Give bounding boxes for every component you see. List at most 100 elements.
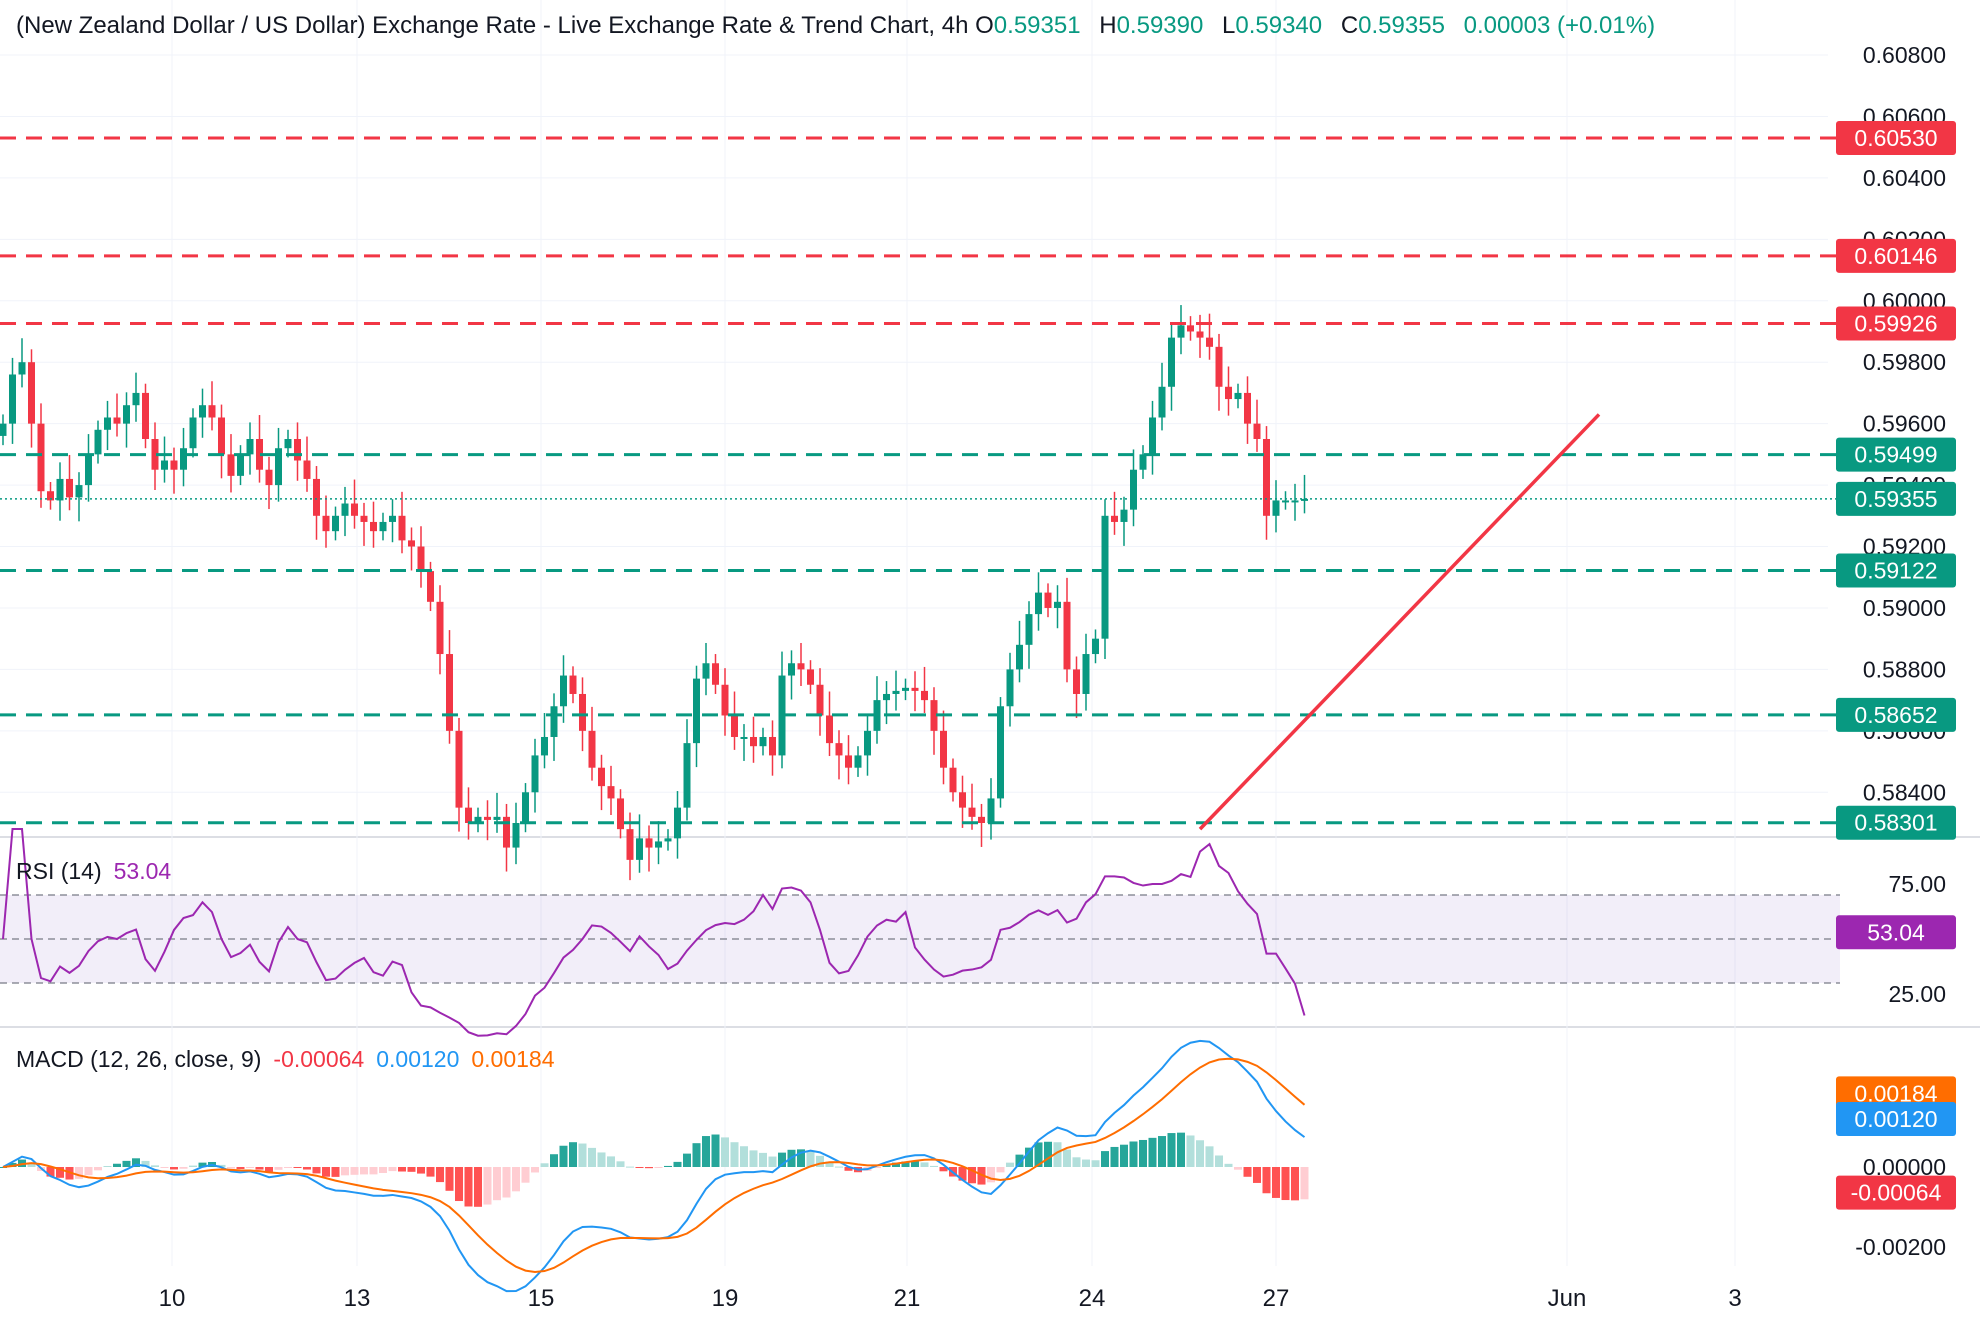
candle-body (1139, 454, 1147, 470)
candle-body (588, 730, 596, 768)
candle-body (959, 792, 966, 808)
macd-histogram-bar (27, 1162, 36, 1167)
level-price-label: 0.58301 (1854, 810, 1937, 836)
macd-histogram-bar (759, 1152, 767, 1167)
candle-body (132, 392, 140, 406)
level-price-tag (1836, 805, 1956, 840)
candle-body (465, 807, 472, 823)
macd-histogram-bar (255, 1167, 264, 1170)
candle-body (636, 838, 643, 860)
time-tick-label: 27 (1263, 1285, 1290, 1312)
candle-body (94, 429, 102, 455)
macd-histogram-bar (75, 1167, 83, 1179)
price-tick-label: 0.59000 (1863, 595, 1946, 621)
low-label: L (1222, 12, 1236, 39)
macd-histogram-bar (673, 1161, 682, 1167)
candle-body (864, 730, 871, 756)
macd-histogram-bar (113, 1163, 121, 1167)
price-tick-label: 0.60400 (1863, 165, 1946, 191)
candle-body (759, 736, 767, 747)
macd-histogram-bar (1186, 1135, 1195, 1167)
candle-body (1206, 337, 1213, 347)
candle-body (911, 687, 919, 691)
macd-histogram-bar (664, 1165, 672, 1167)
macd-histogram-bar (445, 1167, 454, 1191)
macd-histogram-bar (1177, 1132, 1185, 1167)
macd-histogram-bar (217, 1164, 226, 1167)
macd-histogram-bar (797, 1149, 805, 1167)
candle-body (256, 439, 263, 470)
candle-body (246, 439, 254, 455)
candle-body (531, 755, 539, 793)
macd-histogram-bar (1082, 1159, 1090, 1167)
macd-histogram-bar (56, 1167, 64, 1178)
macd-histogram-bar (8, 1162, 17, 1167)
macd-histogram-bar (198, 1162, 207, 1167)
candle-body (341, 503, 349, 516)
candle-body (436, 601, 444, 655)
price-tick-label: 0.60800 (1863, 42, 1946, 68)
macd-histogram-bar (227, 1167, 235, 1169)
macd-histogram-bar (702, 1136, 710, 1167)
macd-histogram-bar (1139, 1139, 1147, 1167)
low-value: 0.59340 (1235, 12, 1323, 39)
candle-body (921, 690, 928, 701)
macd-histogram-bar (768, 1156, 777, 1167)
macd-histogram-bar (179, 1167, 188, 1169)
candle-body (721, 684, 729, 716)
rsi-tick-label: 75.00 (1888, 871, 1946, 897)
candle-body (987, 798, 995, 823)
candle-body (655, 841, 662, 848)
candle-body (351, 503, 358, 516)
candle-body (66, 478, 73, 498)
candle-body (322, 515, 330, 532)
candle-body (0, 423, 7, 436)
level-price-label: 0.58652 (1854, 702, 1937, 728)
candle-body (417, 546, 425, 572)
macd-histogram-bar (274, 1167, 283, 1170)
candle-body (75, 485, 83, 498)
macd-histogram-bar (1120, 1144, 1128, 1167)
candle-body (1301, 498, 1308, 501)
level-price-label: 0.60146 (1854, 243, 1937, 269)
candle-body (1158, 386, 1166, 418)
candle-body (788, 663, 795, 676)
candle-body (1244, 392, 1251, 424)
candle-body (170, 460, 178, 470)
candle-body (360, 515, 368, 522)
candle-body (446, 654, 453, 731)
candle-body (626, 829, 634, 860)
candle-body (1082, 654, 1090, 694)
macd-histogram-bar (911, 1161, 919, 1167)
macd-histogram-bar (493, 1167, 501, 1201)
macd-histogram-bar (1158, 1136, 1166, 1167)
macd-histogram-bar (1291, 1167, 1299, 1201)
macd-histogram-bar (873, 1167, 881, 1168)
macd-histogram-bar (483, 1167, 492, 1205)
macd-hist-tag (1836, 1175, 1956, 1210)
macd-histogram-bar (1300, 1167, 1309, 1200)
macd-histogram-bar (892, 1162, 900, 1167)
candle-body (550, 706, 558, 737)
macd-signal-value: 0.00184 (471, 1046, 555, 1072)
candle-body (474, 816, 482, 823)
macd-label: MACD (12, 26, close, 9) (16, 1046, 262, 1072)
candle-body (541, 736, 548, 756)
candle-body (1025, 614, 1033, 645)
price-tick-label: 0.59800 (1863, 349, 1946, 375)
macd-line-tag (1836, 1102, 1956, 1136)
macd-tick-label: -0.00200 (1855, 1234, 1946, 1260)
candle-body (1291, 500, 1299, 503)
macd-histogram-bar (1129, 1141, 1138, 1167)
macd-histogram-bar (1281, 1167, 1290, 1201)
macd-histogram-bar (1224, 1163, 1233, 1167)
candle-body (693, 678, 700, 744)
macd-histogram-bar (578, 1143, 587, 1167)
macd-legend: MACD (12, 26, close, 9) -0.00064 0.00120 0.… (16, 1046, 567, 1073)
candle-body (522, 792, 529, 823)
macd-histogram-bar (46, 1167, 55, 1177)
candle-body (237, 454, 244, 476)
candle-body (56, 478, 64, 501)
time-tick-label: 21 (894, 1285, 921, 1312)
chart-header: (New Zealand Dollar / US Dollar) Exchang… (16, 12, 1667, 40)
